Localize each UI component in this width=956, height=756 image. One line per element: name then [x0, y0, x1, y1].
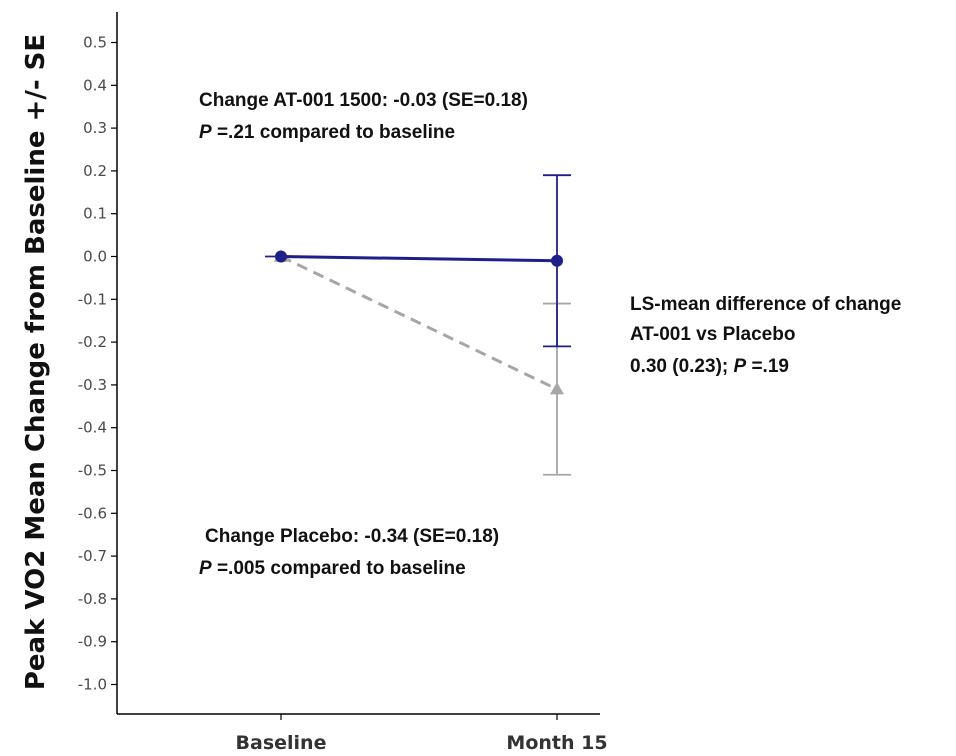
y-axis-label: Peak VO2 Mean Change from Baseline +/- S…	[21, 34, 51, 690]
y-tick-label: -0.8	[78, 590, 107, 608]
y-tick-label: 0.4	[83, 76, 107, 94]
annotation-diff-line3: 0.30 (0.23); P =.19	[630, 356, 789, 377]
y-tick-label: -0.3	[78, 376, 107, 394]
y-tick-label: -0.1	[78, 290, 107, 308]
annotation-at001-p-rest: =.21 compared to baseline	[212, 122, 455, 143]
y-tick-label: -1.0	[78, 676, 107, 694]
annotation-placebo-line1: Change Placebo: -0.34 (SE=0.18)	[205, 526, 499, 547]
y-tick-label: -0.5	[78, 462, 107, 480]
y-tick-label: -0.9	[78, 633, 107, 651]
y-tick-label: -0.6	[78, 504, 107, 522]
annotation-placebo-p: P	[199, 558, 212, 579]
annotation-at001-line2: P =.21 compared to baseline	[199, 122, 455, 143]
annotation-diff-p-rest: =.19	[746, 356, 789, 377]
x-ticks: Baseline Month 15	[236, 714, 608, 754]
y-tick-label: 0.5	[83, 34, 107, 52]
annotation-diff-value: 0.30 (0.23);	[630, 356, 734, 377]
y-tick-label: 0.1	[83, 205, 107, 223]
y-tick-label: -0.2	[78, 333, 107, 351]
annotation-at001-line1: Change AT-001 1500: -0.03 (SE=0.18)	[199, 90, 528, 111]
annotation-diff-p: P	[734, 356, 747, 377]
x-tick-label: Month 15	[506, 732, 607, 754]
y-tick-label: 0.0	[83, 248, 107, 266]
placebo-line	[280, 255, 558, 391]
at001-line	[280, 255, 558, 263]
annotation-placebo-line2: P =.005 compared to baseline	[199, 558, 466, 579]
y-ticks: 0.5 0.4 0.3 0.2 0.1 0.0 -0.1 -0.2 -0.3 -0.4 -0.5 -0…	[78, 34, 117, 694]
y-tick-label: 0.2	[83, 162, 107, 180]
y-tick-label: -0.7	[78, 547, 107, 565]
series-layer	[265, 174, 571, 476]
annotation-diff-line2: AT-001 vs Placebo	[630, 324, 795, 345]
at001-point	[551, 254, 563, 267]
annotation-at001-p: P	[199, 122, 212, 143]
placebo-point	[550, 382, 564, 395]
x-tick-label: Baseline	[236, 732, 327, 754]
annotation-placebo-p-rest: =.005 compared to baseline	[212, 558, 466, 579]
y-tick-label: -0.4	[78, 419, 107, 437]
annotation-diff-line1: LS-mean difference of change	[630, 294, 901, 315]
y-tick-label: 0.3	[83, 119, 107, 137]
